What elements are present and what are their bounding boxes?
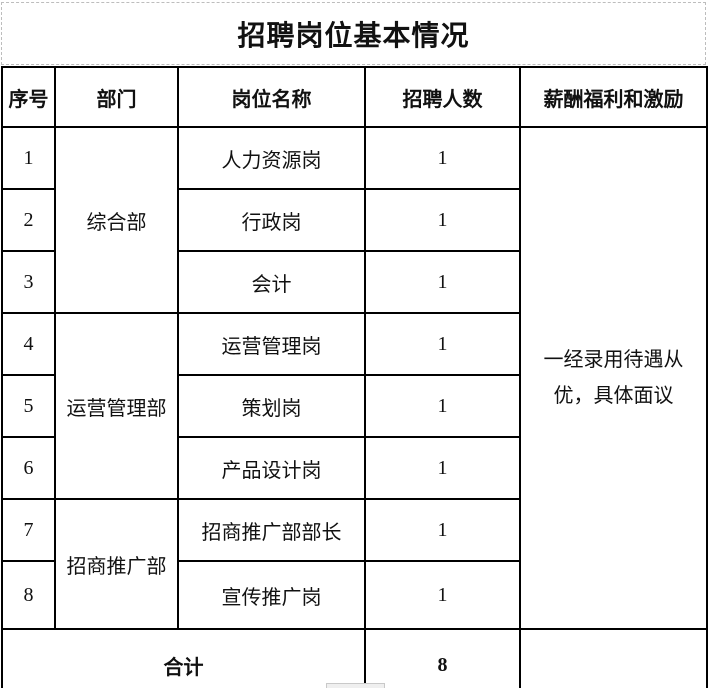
header-headcount: 招聘人数 <box>364 66 521 128</box>
department-cell: 招商推广部 <box>54 498 179 630</box>
headcount-cell: 1 <box>364 188 521 252</box>
position-cell: 招商推广部部长 <box>177 498 366 562</box>
table-row: 1 综合部 人力资源岗 1 一经录用待遇从优，具体面议 <box>1 126 708 630</box>
seq-cell: 1 <box>1 126 56 190</box>
department-cell: 运营管理部 <box>54 312 179 500</box>
table-row: 2 行政岗 1 <box>1 188 707 252</box>
table-row: 8 宣传推广岗 1 <box>1 560 707 630</box>
table-row: 7 招商推广部 招商推广部部长 1 <box>1 498 707 630</box>
table-row: 3 会计 1 <box>1 250 707 314</box>
header-department: 部门 <box>54 66 179 128</box>
headcount-cell: 1 <box>364 436 521 500</box>
recruitment-table: 序号 部门 岗位名称 招聘人数 薪酬福利和激励 1 综合部 人力资源岗 1 一经… <box>1 66 708 688</box>
benefits-note: 一经录用待遇从优，具体面议 <box>543 349 684 407</box>
department-cell: 综合部 <box>54 126 179 314</box>
seq-cell: 8 <box>1 560 56 630</box>
position-cell: 产品设计岗 <box>177 436 366 500</box>
header-position: 岗位名称 <box>177 66 366 128</box>
seq-cell: 5 <box>1 374 56 438</box>
seq-cell: 6 <box>1 436 56 500</box>
headcount-cell: 1 <box>364 498 521 562</box>
benefits-cell: 一经录用待遇从优，具体面议 <box>519 126 708 630</box>
header-benefits: 薪酬福利和激励 <box>519 66 708 128</box>
table-title: 招聘岗位基本情况 <box>1 2 706 65</box>
position-cell: 宣传推广岗 <box>177 560 366 630</box>
total-benefits-empty-cell <box>519 628 708 688</box>
total-row: 合计 8 <box>1 628 708 688</box>
table-row: 5 策划岗 1 <box>1 374 707 438</box>
position-cell: 策划岗 <box>177 374 366 438</box>
seq-cell: 3 <box>1 250 56 314</box>
header-seq: 序号 <box>1 66 56 128</box>
headcount-cell: 1 <box>364 312 521 376</box>
position-cell: 行政岗 <box>177 188 366 252</box>
seq-cell: 2 <box>1 188 56 252</box>
headcount-cell: 1 <box>364 374 521 438</box>
table-row: 6 产品设计岗 1 <box>1 436 707 500</box>
seq-cell: 7 <box>1 498 56 562</box>
seq-cell: 4 <box>1 312 56 376</box>
headcount-cell: 1 <box>364 250 521 314</box>
total-label-cell: 合计 <box>1 628 366 688</box>
position-cell: 运营管理岗 <box>177 312 366 376</box>
headcount-cell: 1 <box>364 560 521 630</box>
total-headcount-cell: 8 <box>364 628 521 688</box>
cutoff-gray-box-artifact <box>326 683 385 688</box>
position-cell: 会计 <box>177 250 366 314</box>
position-cell: 人力资源岗 <box>177 126 366 190</box>
table-row: 4 运营管理部 运营管理岗 1 <box>1 312 707 500</box>
header-row: 序号 部门 岗位名称 招聘人数 薪酬福利和激励 <box>1 66 708 128</box>
headcount-cell: 1 <box>364 126 521 190</box>
